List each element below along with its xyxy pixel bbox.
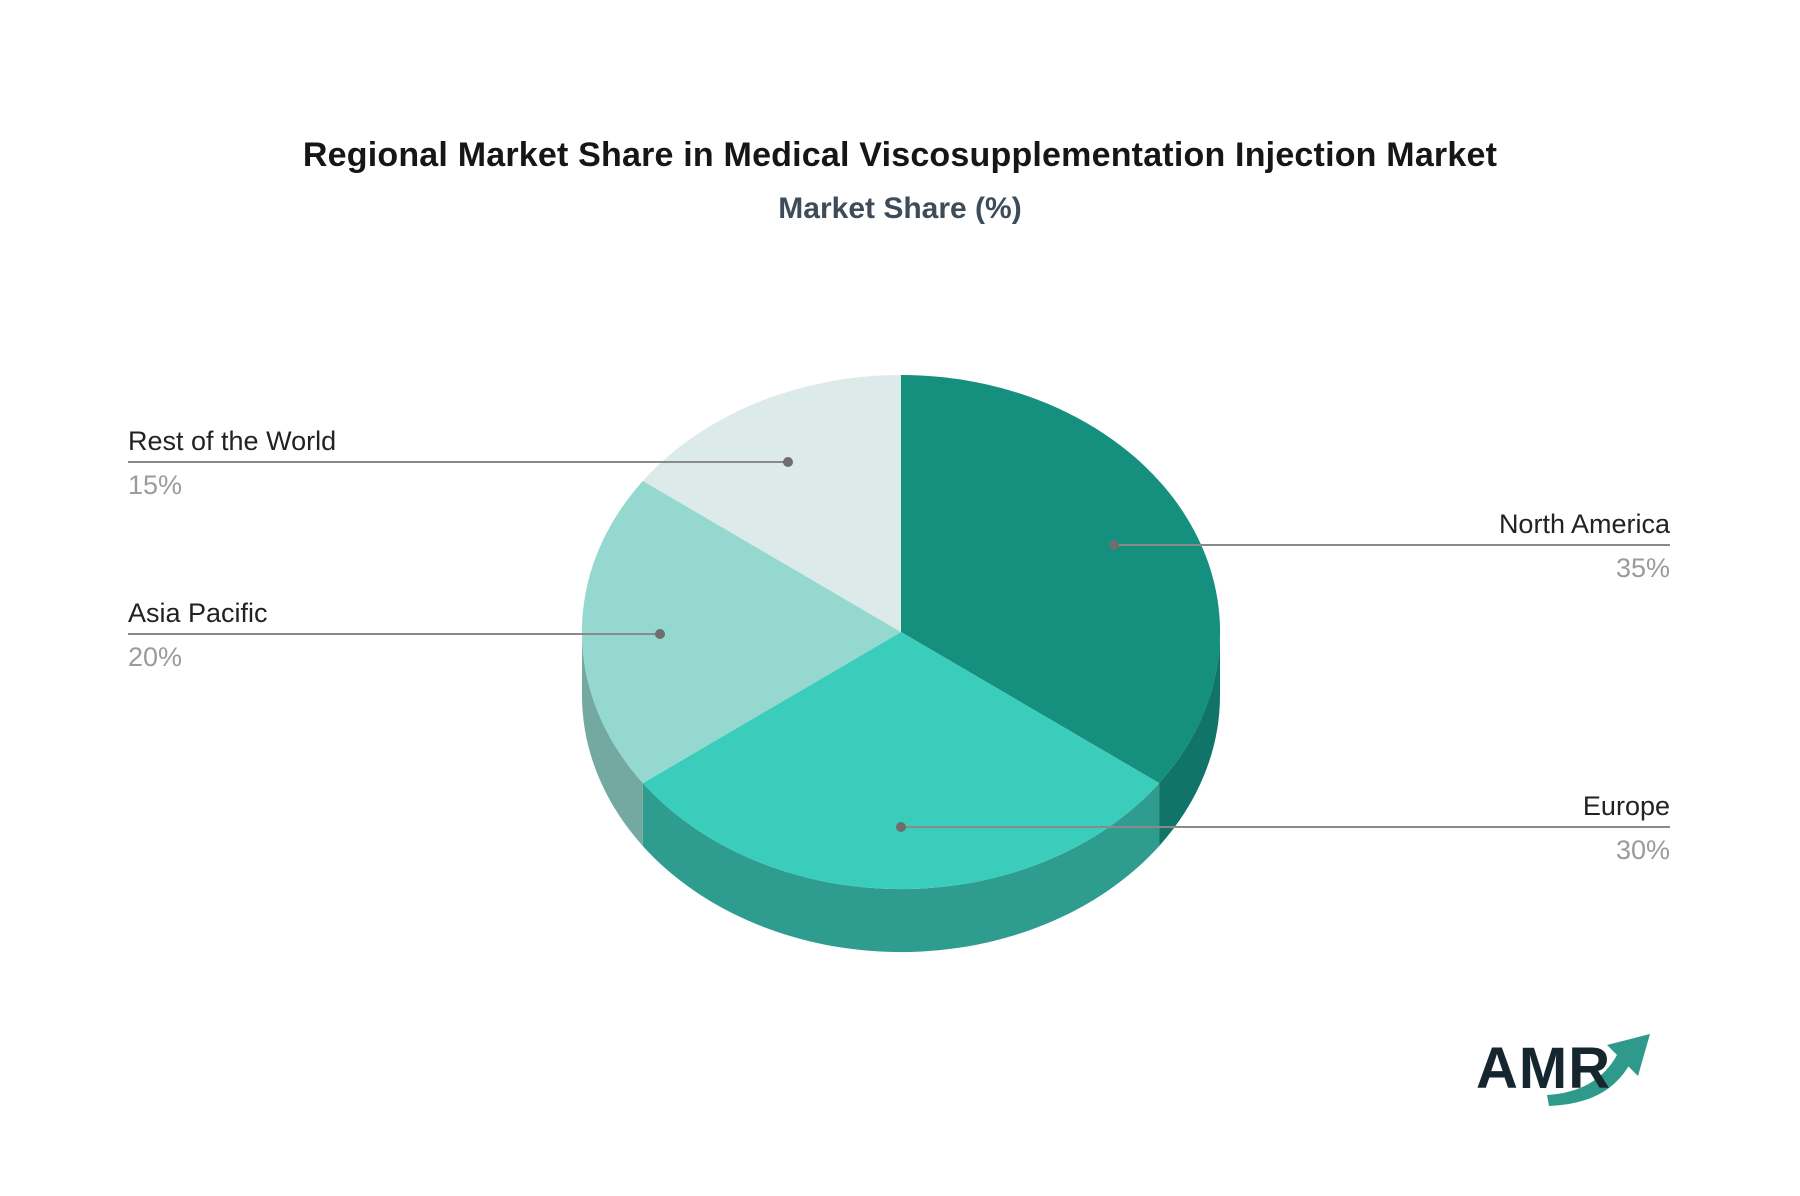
slice-percent-north-america: 35%: [1616, 553, 1670, 583]
pie-slice-rest-of-the-world: [642, 374, 901, 632]
slice-callout-asia-pacific: Asia Pacific 20%: [128, 598, 665, 672]
chart-title: Regional Market Share in Medical Viscosu…: [302, 136, 1498, 174]
pie-slice-europe: [642, 632, 1160, 890]
chart-subtitle: Market Share (%): [778, 192, 1022, 225]
slice-percent-asia-pacific: 20%: [128, 642, 182, 672]
leader-dot: [655, 629, 665, 639]
pie-slice-asia-pacific: [581, 480, 901, 784]
slice-percent-europe: 30%: [1616, 835, 1670, 865]
slice-callout-north-america: North America 35%: [1109, 509, 1671, 583]
pie-slice-side-north-america: [1159, 632, 1221, 847]
slice-callout-rest-of-the-world: Rest of the World 15%: [128, 426, 793, 500]
slice-label-north-america: North America: [1499, 509, 1671, 539]
slice-percent-rest-of-the-world: 15%: [128, 470, 182, 500]
leader-dot: [896, 822, 906, 832]
slice-callout-europe: Europe 30%: [896, 791, 1670, 865]
slice-label-rest-of-the-world: Rest of the World: [128, 426, 336, 456]
slice-label-europe: Europe: [1583, 791, 1670, 821]
pie-slice-north-america: [901, 375, 1221, 784]
slice-label-asia-pacific: Asia Pacific: [128, 598, 268, 628]
leader-dot: [1109, 540, 1119, 550]
pie-slice-side-asia-pacific: [582, 632, 643, 847]
pie-slice-side-europe: [642, 783, 1160, 953]
logo-amr: AMR: [1476, 1036, 1612, 1101]
pie-slices: [581, 374, 1221, 953]
leader-dot: [783, 457, 793, 467]
logo-arrow-icon: [1547, 1034, 1650, 1106]
